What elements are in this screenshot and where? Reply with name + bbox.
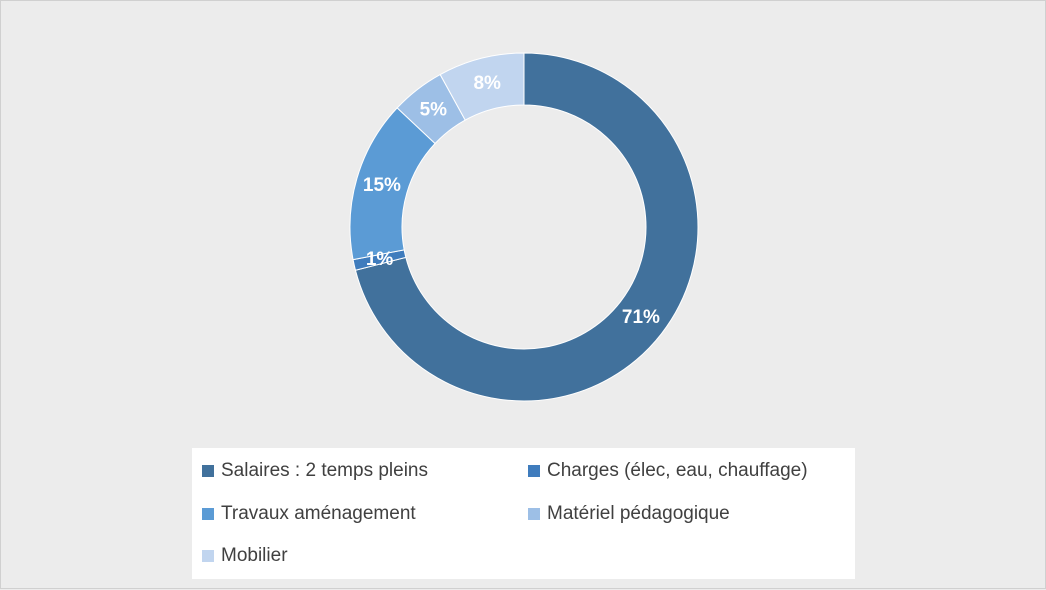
legend-swatch: [202, 508, 214, 520]
legend-label: Salaires : 2 temps pleins: [221, 460, 428, 481]
legend-item-mobilier: Mobilier: [202, 545, 288, 567]
legend-label: Charges (élec, eau, chauffage): [547, 460, 808, 481]
label-salaires: 71%: [622, 307, 660, 328]
label-travaux: 15%: [363, 175, 401, 196]
legend-item-salaires: Salaires : 2 temps pleins: [202, 460, 428, 482]
legend-item-travaux: Travaux aménagement: [202, 503, 416, 525]
slice-mobilier: [439, 52, 525, 121]
legend-swatch: [528, 508, 540, 520]
label-mobilier: 8%: [473, 73, 501, 94]
legend-swatch: [202, 550, 214, 562]
legend: Salaires : 2 temps pleins Charges (élec,…: [192, 448, 855, 579]
legend-item-charges: Charges (élec, eau, chauffage): [528, 460, 808, 482]
legend-swatch: [202, 465, 214, 477]
slice-salaires: [354, 52, 699, 402]
legend-label: Mobilier: [221, 545, 288, 566]
legend-label: Travaux aménagement: [221, 503, 416, 524]
label-charges: 1%: [366, 249, 394, 270]
legend-item-materiel: Matériel pédagogique: [528, 503, 730, 525]
legend-swatch: [528, 465, 540, 477]
label-materiel: 5%: [420, 100, 448, 121]
legend-label: Matériel pédagogique: [547, 503, 730, 524]
